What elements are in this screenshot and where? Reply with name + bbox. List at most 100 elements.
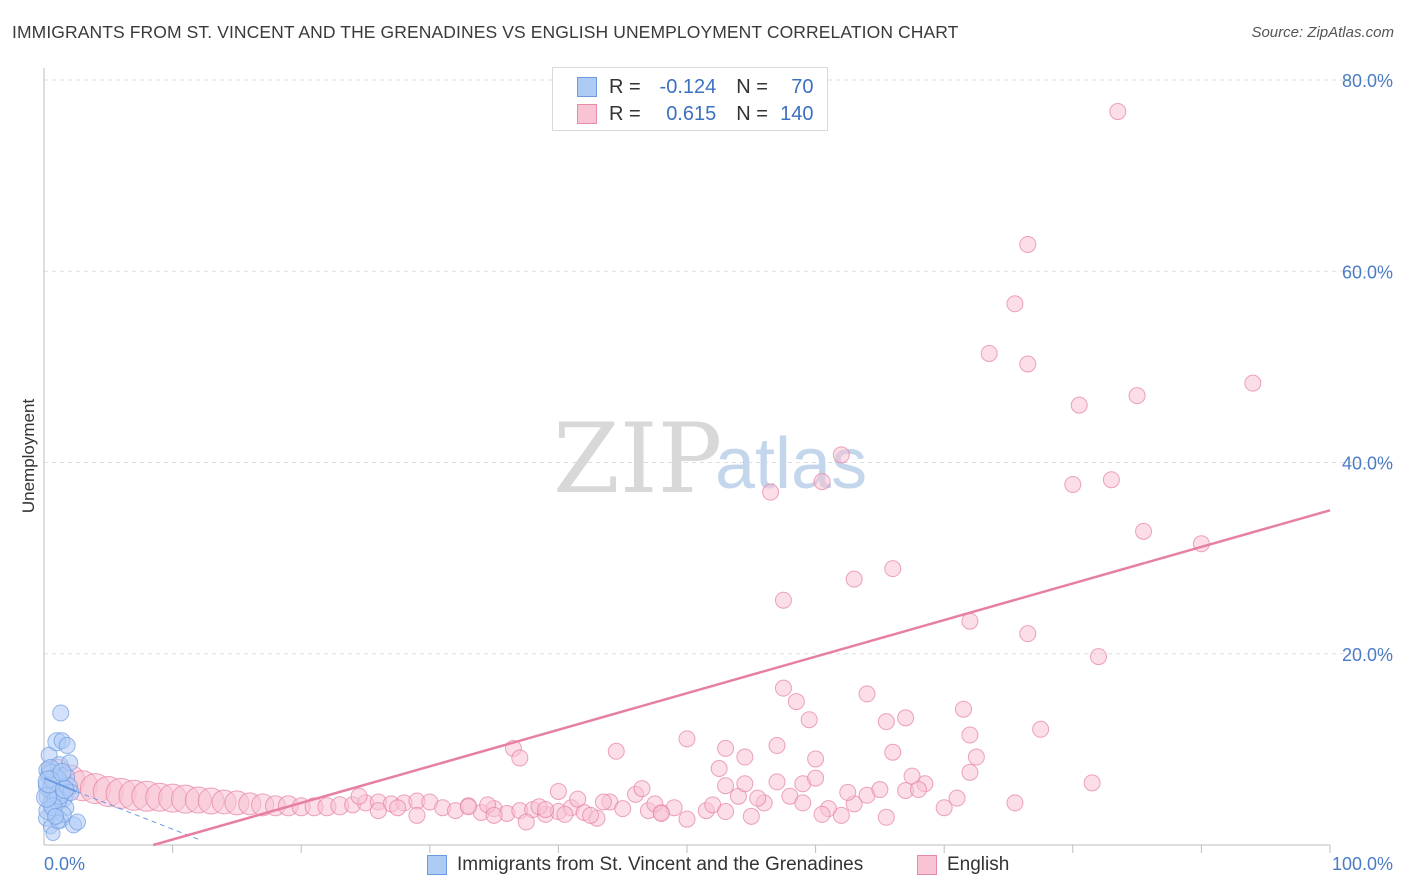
point-english xyxy=(871,781,889,799)
watermark-zip: ZIP xyxy=(553,403,722,515)
point-english xyxy=(832,806,850,824)
point-english xyxy=(813,473,831,491)
point-english xyxy=(569,790,587,808)
trend-line-immigrants xyxy=(43,777,77,793)
point-english xyxy=(909,781,927,799)
trend-line-english xyxy=(152,509,1331,847)
point-english xyxy=(537,801,555,819)
point-english xyxy=(678,730,696,748)
point-english xyxy=(594,793,612,811)
y-tick-label: 80.0% xyxy=(1342,71,1393,91)
legend-swatch-immigrants xyxy=(577,77,597,97)
point-english xyxy=(961,763,979,781)
series-swatch-english xyxy=(917,855,937,875)
point-english xyxy=(897,709,915,727)
point-english xyxy=(1244,374,1262,392)
point-english xyxy=(794,794,812,812)
point-english xyxy=(678,810,696,828)
point-english xyxy=(1019,235,1037,253)
correlation-legend: R = -0.124 N = 70 R = 0.615 N = 140 xyxy=(552,67,828,131)
point-english xyxy=(1109,103,1127,121)
point-english xyxy=(369,802,387,820)
point-english xyxy=(800,711,818,729)
point-english xyxy=(884,560,902,578)
point-english xyxy=(1064,475,1082,493)
point-english xyxy=(511,749,529,767)
point-english xyxy=(1019,355,1037,373)
legend-row-english: R = 0.615 N = 140 xyxy=(577,101,814,127)
point-english xyxy=(877,713,895,731)
point-english xyxy=(1032,720,1050,738)
legend-r-label: R = xyxy=(609,75,641,98)
legend-n-value: 70 xyxy=(791,75,814,98)
watermark-atlas: atlas xyxy=(715,424,867,504)
point-english xyxy=(556,805,574,823)
point-english xyxy=(807,750,825,768)
point-english xyxy=(961,726,979,744)
point-english xyxy=(717,739,735,757)
point-english xyxy=(1019,625,1037,643)
point-english xyxy=(485,806,503,824)
point-english xyxy=(549,782,567,800)
point-english xyxy=(839,783,857,801)
point-english xyxy=(980,344,998,362)
point-english xyxy=(350,787,368,805)
point-english xyxy=(858,685,876,703)
point-english xyxy=(877,808,895,826)
data-points xyxy=(36,103,1262,842)
watermark: ZIP atlas xyxy=(553,403,867,515)
point-english xyxy=(1102,471,1120,489)
point-english xyxy=(717,803,735,821)
point-english xyxy=(768,737,786,755)
tick-labels: 20.0% 40.0% 60.0% 80.0% 0.0% 100.0% xyxy=(44,71,1393,874)
point-immigrants xyxy=(52,704,70,722)
legend-n-label: N = xyxy=(736,75,768,98)
point-immigrants xyxy=(58,737,76,755)
legend-r-value: -0.124 xyxy=(659,75,717,98)
point-immigrants xyxy=(68,813,86,831)
y-axis-label: Unemployment xyxy=(19,399,38,514)
y-tick-label: 60.0% xyxy=(1342,262,1393,282)
gridlines xyxy=(44,79,1392,655)
point-english xyxy=(736,775,754,793)
axes xyxy=(43,68,1331,853)
point-english xyxy=(389,799,407,817)
x-tick-label: 100.0% xyxy=(1332,854,1393,874)
trend-lines xyxy=(43,509,1331,847)
point-english xyxy=(408,806,426,824)
point-english xyxy=(1006,794,1024,812)
point-english xyxy=(710,760,728,777)
point-english xyxy=(768,773,786,791)
point-english xyxy=(845,570,863,588)
point-english xyxy=(1070,396,1088,414)
legend-swatch-english xyxy=(577,104,597,124)
point-english xyxy=(774,591,792,609)
point-english xyxy=(774,679,792,697)
point-english xyxy=(749,789,767,807)
point-english xyxy=(832,446,850,464)
x-tick-label: 0.0% xyxy=(44,854,85,874)
legend-n-label: N = xyxy=(736,102,768,125)
chart-title: IMMIGRANTS FROM ST. VINCENT AND THE GREN… xyxy=(12,22,959,42)
point-english xyxy=(1006,295,1024,313)
legend-r-value: 0.615 xyxy=(666,102,717,125)
legend-n-value: 140 xyxy=(780,102,814,125)
point-english xyxy=(614,800,632,818)
trend-line-immigrants-extension xyxy=(75,790,199,840)
point-english xyxy=(736,748,754,766)
point-english xyxy=(652,804,670,822)
point-immigrants xyxy=(47,807,65,825)
point-english xyxy=(517,813,535,831)
point-english xyxy=(967,748,985,766)
point-english xyxy=(459,798,477,816)
point-english xyxy=(582,806,600,824)
series-label-immigrants: Immigrants from St. Vincent and the Gren… xyxy=(457,854,864,875)
point-immigrants xyxy=(52,762,72,782)
point-english xyxy=(948,789,966,807)
chart-source: Source: ZipAtlas.com xyxy=(1251,24,1394,41)
point-english xyxy=(813,805,831,823)
point-english xyxy=(1128,387,1146,405)
point-english xyxy=(1090,648,1108,666)
series-swatch-immigrants xyxy=(427,855,447,875)
